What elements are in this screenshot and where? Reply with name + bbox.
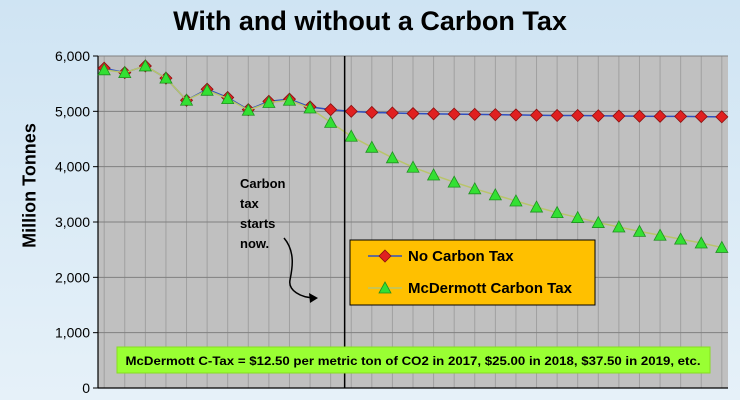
legend-label: McDermott Carbon Tax — [408, 280, 573, 297]
y-tick-label: 1,000 — [55, 325, 90, 341]
data-point — [365, 105, 379, 120]
data-point — [509, 108, 523, 122]
annotation-text: tax — [240, 196, 260, 211]
data-point — [550, 205, 564, 218]
data-point — [673, 232, 688, 245]
legend-marker — [378, 281, 392, 294]
note-box: McDermott C-Tax = $12.50 per metric ton … — [116, 346, 711, 374]
data-point — [529, 108, 544, 122]
data-point — [715, 110, 729, 124]
data-point — [427, 107, 441, 121]
data-point — [282, 93, 297, 106]
y-tick-label: 0 — [82, 380, 90, 396]
data-point — [179, 93, 194, 106]
data-point — [674, 109, 688, 123]
data-point — [653, 109, 667, 123]
y-tick-label: 6,000 — [55, 48, 90, 64]
axis-layer: 0 1,000 2,000 3,000 4,000 5,000 6,000 — [55, 48, 728, 396]
data-point — [406, 160, 420, 173]
y-tick-label: 2,000 — [55, 269, 90, 285]
data-point — [529, 200, 544, 213]
data-point — [468, 107, 482, 121]
legend-label: No Carbon Tax — [408, 248, 514, 265]
data-point — [632, 224, 647, 237]
data-point — [323, 115, 338, 128]
data-point — [715, 240, 729, 253]
series-mcdermott-carbon-tax — [97, 59, 729, 253]
data-point — [426, 168, 441, 181]
data-point — [159, 71, 173, 84]
data-point — [138, 59, 153, 72]
data-point — [550, 108, 564, 123]
series-layer — [97, 59, 729, 253]
y-tick-label: 5,000 — [55, 103, 90, 119]
legend-box — [349, 239, 596, 306]
data-point — [571, 108, 585, 123]
data-point — [447, 107, 461, 121]
data-point — [406, 106, 420, 121]
data-point — [241, 103, 255, 116]
data-point — [118, 65, 132, 78]
data-point — [468, 181, 482, 195]
annotation-arrow — [283, 237, 317, 299]
data-point — [694, 110, 708, 124]
data-point — [653, 228, 667, 241]
y-tick-label: 3,000 — [55, 214, 90, 230]
data-point — [632, 109, 647, 123]
data-point — [303, 101, 317, 114]
y-tick-label: 4,000 — [55, 159, 90, 175]
data-point — [200, 83, 214, 96]
annotation-layer: Carbon tax starts now. — [240, 56, 346, 388]
data-point — [344, 129, 358, 142]
note-text: McDermott C-Tax = $12.50 per metric ton … — [126, 356, 701, 368]
legend-marker — [378, 249, 392, 263]
data-point — [385, 150, 400, 164]
data-point — [447, 175, 461, 188]
data-point — [694, 236, 708, 249]
data-point — [571, 210, 585, 223]
data-point — [591, 109, 605, 123]
chart-title: With and without a Carbon Tax — [173, 6, 567, 36]
annotation-text: starts — [240, 216, 275, 231]
data-point — [591, 215, 605, 228]
series-no-carbon-tax — [97, 59, 729, 124]
data-point — [221, 91, 235, 105]
data-point — [344, 104, 358, 118]
data-point — [488, 108, 502, 122]
data-point — [509, 194, 523, 207]
data-point — [612, 109, 626, 123]
annotation-arrowhead — [309, 293, 318, 303]
data-point — [365, 140, 379, 153]
annotation-text: now. — [240, 236, 269, 251]
data-point — [385, 106, 399, 120]
note-box-bg — [116, 346, 711, 374]
legend: No Carbon Tax McDermott Carbon Tax — [349, 239, 596, 306]
data-point — [97, 62, 111, 76]
data-point — [262, 95, 276, 108]
data-point — [488, 188, 503, 201]
annotation-text: Carbon — [240, 176, 286, 191]
data-point — [612, 220, 626, 233]
